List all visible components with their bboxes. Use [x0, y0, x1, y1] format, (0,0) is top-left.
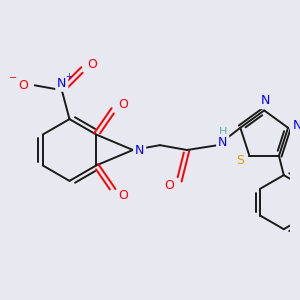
Text: N: N: [57, 77, 67, 90]
Text: O: O: [118, 189, 128, 202]
Text: H: H: [218, 127, 227, 137]
Text: N: N: [135, 143, 144, 157]
Text: −: −: [10, 73, 18, 82]
Text: N: N: [260, 94, 270, 107]
Text: S: S: [236, 154, 244, 167]
Text: +: +: [65, 72, 72, 81]
Text: O: O: [118, 98, 128, 111]
Text: O: O: [88, 58, 98, 70]
Text: N: N: [293, 119, 300, 132]
Text: O: O: [165, 179, 175, 192]
Text: N: N: [218, 136, 227, 149]
Text: O: O: [18, 79, 28, 92]
